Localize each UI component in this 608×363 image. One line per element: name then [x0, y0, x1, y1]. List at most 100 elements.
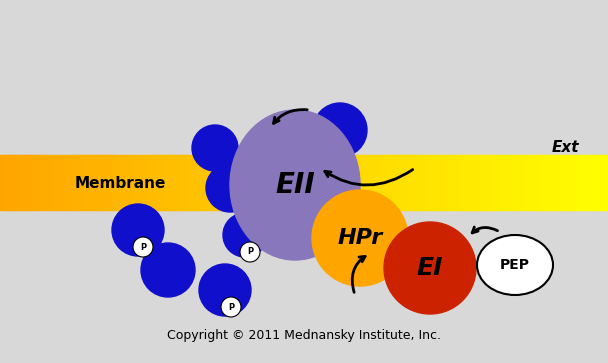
Text: PEP: PEP [500, 258, 530, 272]
Bar [243, 155, 246, 210]
Bar [67, 155, 69, 210]
Bar [387, 155, 390, 210]
Bar [156, 155, 159, 210]
Bar [347, 155, 349, 210]
Bar [486, 155, 489, 210]
Text: P: P [140, 242, 146, 252]
Bar [322, 155, 325, 210]
Bar [288, 155, 290, 210]
Bar [389, 155, 392, 210]
Bar [178, 155, 181, 210]
Bar [286, 155, 288, 210]
Bar [132, 155, 134, 210]
Bar [462, 155, 465, 210]
Bar [296, 155, 299, 210]
Bar [399, 155, 402, 210]
Bar [409, 155, 412, 210]
Bar [195, 155, 197, 210]
Text: Copyright © 2011 Mednansky Institute, Inc.: Copyright © 2011 Mednansky Institute, In… [167, 329, 441, 342]
Bar [152, 155, 154, 210]
Bar [444, 155, 446, 210]
Bar [251, 155, 254, 210]
Circle shape [312, 190, 408, 286]
Bar [427, 155, 430, 210]
Bar [49, 155, 51, 210]
Bar [385, 155, 387, 210]
Bar [403, 155, 406, 210]
Bar [257, 155, 260, 210]
Bar [511, 155, 513, 210]
Bar [468, 155, 471, 210]
Bar [466, 155, 469, 210]
Bar [144, 155, 147, 210]
Bar [233, 155, 235, 210]
Text: EII: EII [275, 171, 315, 199]
Bar [330, 155, 333, 210]
Bar [102, 155, 104, 210]
Bar [22, 155, 25, 210]
Bar [434, 155, 436, 210]
Bar [430, 155, 432, 210]
Bar [596, 155, 598, 210]
Bar [598, 155, 600, 210]
Bar [590, 155, 592, 210]
Bar [47, 155, 49, 210]
Bar [491, 155, 493, 210]
Bar [369, 155, 371, 210]
Bar [503, 155, 505, 210]
Bar [353, 155, 355, 210]
Bar [29, 155, 31, 210]
Bar [472, 155, 475, 210]
Bar [480, 155, 483, 210]
Bar [6, 155, 9, 210]
Bar [578, 155, 580, 210]
Bar [231, 155, 233, 210]
Bar [432, 155, 434, 210]
Bar [201, 155, 203, 210]
Bar [268, 155, 270, 210]
Bar [407, 155, 410, 210]
Bar [10, 155, 13, 210]
Bar [460, 155, 463, 210]
Bar [221, 155, 223, 210]
Bar [91, 155, 94, 210]
Bar [261, 155, 264, 210]
Bar [381, 155, 384, 210]
Bar [586, 155, 588, 210]
Bar [521, 155, 523, 210]
Bar [570, 155, 572, 210]
Bar [604, 155, 606, 210]
Bar [458, 155, 460, 210]
Bar [111, 155, 114, 210]
Bar [333, 155, 335, 210]
Bar [497, 155, 499, 210]
Bar [150, 155, 153, 210]
Bar [260, 155, 262, 210]
Bar [292, 155, 294, 210]
Bar [326, 155, 329, 210]
Bar [426, 155, 428, 210]
Bar [446, 155, 448, 210]
Bar [310, 155, 313, 210]
Bar [602, 155, 604, 210]
Bar [558, 155, 560, 210]
Bar [494, 155, 497, 210]
Circle shape [206, 164, 254, 212]
Bar [77, 155, 80, 210]
Circle shape [141, 243, 195, 297]
Circle shape [112, 204, 164, 256]
Bar [215, 155, 217, 210]
Bar [567, 155, 570, 210]
Bar [361, 155, 363, 210]
Bar [164, 155, 167, 210]
Bar [345, 155, 347, 210]
Bar [280, 155, 282, 210]
Bar [69, 155, 71, 210]
Text: EI: EI [417, 256, 443, 280]
Bar [397, 155, 399, 210]
Bar [485, 155, 487, 210]
Bar [30, 155, 33, 210]
Bar [116, 155, 118, 210]
Bar [65, 155, 67, 210]
Bar [527, 155, 530, 210]
